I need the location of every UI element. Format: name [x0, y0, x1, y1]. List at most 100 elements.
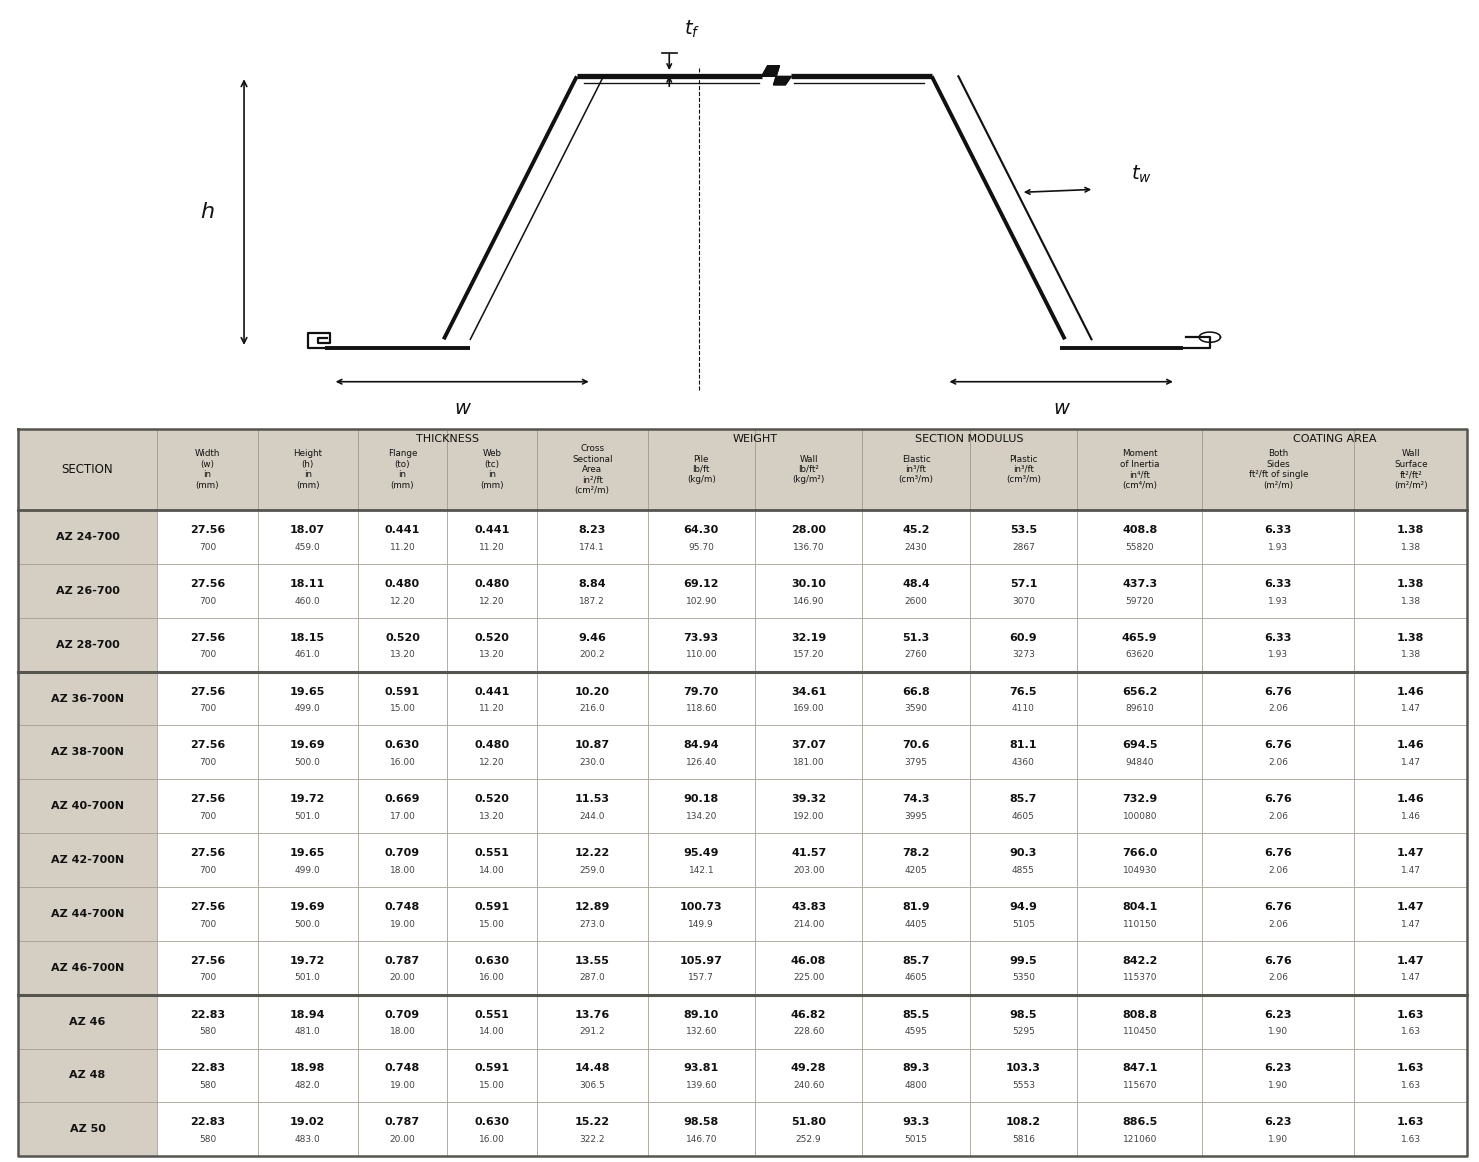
- Text: $t_w$: $t_w$: [1131, 163, 1152, 185]
- Text: 1.90: 1.90: [1269, 1081, 1288, 1090]
- Text: 5295: 5295: [1012, 1027, 1035, 1037]
- Bar: [648, 1048, 754, 1103]
- Bar: [1202, 887, 1355, 941]
- Text: 461.0: 461.0: [294, 651, 321, 660]
- Text: 46.08: 46.08: [791, 956, 827, 966]
- Text: 500.0: 500.0: [294, 919, 321, 928]
- Text: 11.53: 11.53: [575, 795, 609, 804]
- Bar: [447, 1048, 537, 1103]
- Bar: [1077, 1103, 1202, 1156]
- Text: w: w: [454, 399, 470, 417]
- Text: 766.0: 766.0: [1123, 848, 1158, 858]
- Bar: [862, 833, 970, 887]
- Bar: [754, 564, 862, 618]
- Text: 1.47: 1.47: [1401, 866, 1421, 875]
- Text: 6.23: 6.23: [1265, 1010, 1293, 1019]
- Bar: [862, 995, 970, 1048]
- Text: 115370: 115370: [1123, 974, 1157, 983]
- Bar: [1355, 725, 1467, 780]
- Bar: [1355, 941, 1467, 995]
- Text: 19.00: 19.00: [389, 919, 416, 928]
- Text: 85.7: 85.7: [1010, 795, 1037, 804]
- Text: 580: 580: [198, 1027, 216, 1037]
- Bar: [754, 1103, 862, 1156]
- Text: 134.20: 134.20: [686, 812, 717, 822]
- Text: 580: 580: [198, 1081, 216, 1090]
- Bar: [754, 618, 862, 672]
- Text: 500.0: 500.0: [294, 758, 321, 767]
- Bar: [970, 510, 1077, 564]
- Text: 132.60: 132.60: [686, 1027, 717, 1037]
- Bar: [358, 510, 447, 564]
- Text: 499.0: 499.0: [294, 866, 321, 875]
- Text: 103.3: 103.3: [1006, 1063, 1041, 1074]
- Bar: [447, 429, 537, 510]
- Text: 9.46: 9.46: [578, 633, 606, 643]
- Text: 700: 700: [198, 919, 216, 928]
- Text: 22.83: 22.83: [189, 1118, 225, 1127]
- Bar: [1077, 510, 1202, 564]
- Text: 15.00: 15.00: [389, 704, 416, 713]
- Text: 0.787: 0.787: [385, 1118, 420, 1127]
- Text: 4405: 4405: [905, 919, 927, 928]
- Bar: [648, 1103, 754, 1156]
- Text: 1.63: 1.63: [1401, 1027, 1421, 1037]
- Bar: [157, 429, 257, 510]
- Polygon shape: [762, 66, 791, 85]
- Text: 78.2: 78.2: [902, 848, 930, 858]
- Text: AZ 26-700: AZ 26-700: [56, 586, 120, 596]
- Text: 13.76: 13.76: [574, 1010, 609, 1019]
- Text: 110150: 110150: [1123, 919, 1157, 928]
- Text: 460.0: 460.0: [294, 596, 321, 605]
- Text: 18.15: 18.15: [290, 633, 325, 643]
- Bar: [1077, 1048, 1202, 1103]
- Text: 214.00: 214.00: [793, 919, 824, 928]
- Bar: [1355, 429, 1467, 510]
- Text: 11.20: 11.20: [479, 543, 504, 552]
- Text: 22.83: 22.83: [189, 1010, 225, 1019]
- Text: 4605: 4605: [1012, 812, 1035, 822]
- Text: 700: 700: [198, 704, 216, 713]
- Text: 694.5: 694.5: [1123, 740, 1158, 751]
- Text: 19.72: 19.72: [290, 795, 325, 804]
- Text: 18.94: 18.94: [290, 1010, 325, 1019]
- Bar: [358, 429, 447, 510]
- Text: 15.22: 15.22: [574, 1118, 609, 1127]
- Text: 1.93: 1.93: [1269, 651, 1288, 660]
- Text: 12.20: 12.20: [479, 596, 504, 605]
- Text: 139.60: 139.60: [685, 1081, 717, 1090]
- Bar: [648, 887, 754, 941]
- Bar: [862, 429, 970, 510]
- Bar: [447, 618, 537, 672]
- Text: 1.93: 1.93: [1269, 596, 1288, 605]
- Bar: [157, 941, 257, 995]
- Bar: [1077, 833, 1202, 887]
- Bar: [648, 725, 754, 780]
- Text: 228.60: 228.60: [793, 1027, 824, 1037]
- Text: 102.90: 102.90: [686, 596, 717, 605]
- Text: Pile
lb/ft
(kg/m): Pile lb/ft (kg/m): [686, 454, 716, 485]
- Text: 121060: 121060: [1123, 1135, 1157, 1145]
- Text: 4595: 4595: [905, 1027, 927, 1037]
- Bar: [18, 887, 157, 941]
- Text: 700: 700: [198, 974, 216, 983]
- Bar: [970, 1103, 1077, 1156]
- Text: 1.38: 1.38: [1398, 579, 1424, 589]
- Text: 14.00: 14.00: [479, 866, 504, 875]
- Text: 700: 700: [198, 812, 216, 822]
- Text: 81.9: 81.9: [902, 902, 930, 912]
- Bar: [18, 833, 157, 887]
- Text: 16.00: 16.00: [479, 1135, 504, 1145]
- Bar: [1202, 995, 1355, 1048]
- Text: 2.06: 2.06: [1269, 812, 1288, 822]
- Bar: [447, 672, 537, 725]
- Text: 3995: 3995: [905, 812, 927, 822]
- Text: AZ 24-700: AZ 24-700: [56, 532, 120, 541]
- Bar: [1202, 429, 1467, 450]
- Text: 28.00: 28.00: [791, 525, 827, 535]
- Bar: [754, 833, 862, 887]
- Text: 6.76: 6.76: [1265, 848, 1293, 858]
- Text: 499.0: 499.0: [294, 704, 321, 713]
- Text: Flange
(tᴏ)
in
(mm): Flange (tᴏ) in (mm): [387, 450, 417, 489]
- Text: 1.47: 1.47: [1398, 956, 1424, 966]
